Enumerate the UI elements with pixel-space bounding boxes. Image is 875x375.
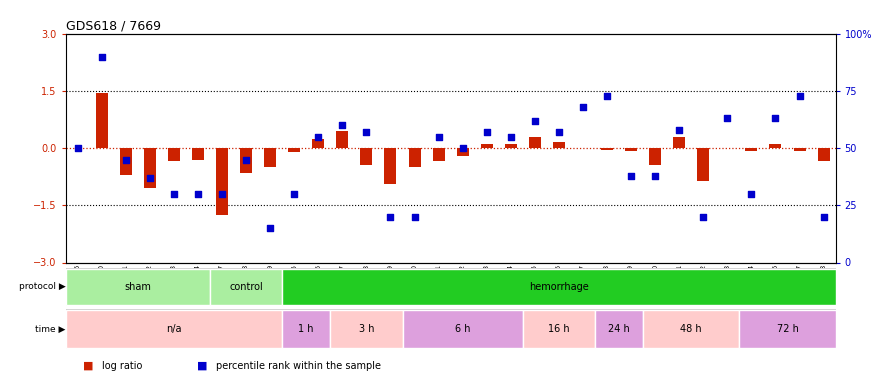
Bar (409, 148, 421, 167)
Text: 72 h: 72 h (777, 324, 799, 334)
Point (456, 145, 470, 151)
Bar (66, 269, 210, 305)
Bar (402, 310, 523, 348)
Bar (336, 131, 348, 148)
Bar (457, 148, 469, 156)
Bar (384, 148, 396, 184)
Point (793, 93, 807, 99)
Bar (331, 310, 402, 348)
Bar (697, 148, 710, 180)
Bar (288, 148, 300, 152)
Point (191, 191, 205, 197)
Text: control: control (229, 282, 263, 292)
Text: 24 h: 24 h (608, 324, 630, 334)
Bar (769, 144, 781, 148)
Point (745, 191, 759, 197)
Bar (649, 148, 662, 165)
Point (768, 116, 782, 122)
Point (312, 134, 326, 140)
Point (119, 157, 133, 163)
Point (263, 225, 277, 231)
Bar (210, 269, 282, 305)
Point (335, 122, 349, 128)
Point (143, 175, 157, 181)
Text: hemorrhage: hemorrhage (529, 282, 589, 292)
Point (215, 191, 229, 197)
Text: 48 h: 48 h (681, 324, 702, 334)
Point (239, 157, 253, 163)
Text: time ▶: time ▶ (35, 324, 66, 334)
Bar (601, 148, 613, 150)
Text: n/a: n/a (166, 324, 182, 334)
Bar (643, 310, 739, 348)
Bar (505, 144, 517, 148)
Bar (312, 139, 325, 148)
Bar (817, 148, 829, 162)
Point (408, 214, 422, 220)
Text: 1 h: 1 h (298, 324, 314, 334)
Bar (553, 142, 565, 148)
Point (504, 134, 518, 140)
Bar (168, 148, 180, 162)
Point (167, 191, 181, 197)
Text: log ratio: log ratio (102, 361, 143, 370)
Bar (360, 148, 373, 165)
Bar (523, 310, 595, 348)
Point (648, 172, 662, 178)
Bar (144, 148, 156, 188)
Bar (216, 148, 228, 215)
Bar (595, 310, 643, 348)
Bar (480, 144, 493, 148)
Point (480, 129, 494, 135)
Text: ■: ■ (83, 361, 94, 370)
Bar (264, 148, 276, 167)
Bar (739, 310, 836, 348)
Point (71, 145, 85, 151)
Point (624, 172, 638, 178)
Bar (625, 148, 637, 151)
Bar (432, 148, 444, 162)
Point (600, 93, 614, 99)
Bar (528, 136, 541, 148)
Bar (746, 148, 758, 151)
Bar (282, 269, 836, 305)
Bar (95, 93, 108, 148)
Bar (240, 148, 252, 173)
Text: percentile rank within the sample: percentile rank within the sample (216, 361, 382, 370)
Bar (673, 138, 685, 148)
Bar (794, 148, 806, 151)
Bar (120, 148, 132, 175)
Bar (66, 310, 282, 348)
Text: ■: ■ (197, 361, 207, 370)
Point (576, 104, 590, 110)
Point (431, 134, 445, 140)
Bar (192, 148, 204, 160)
Point (360, 129, 374, 135)
Text: 3 h: 3 h (359, 324, 374, 334)
Point (287, 191, 301, 197)
Point (816, 214, 830, 220)
Text: GDS618 / 7669: GDS618 / 7669 (66, 20, 161, 33)
Point (528, 118, 542, 124)
Text: sham: sham (124, 282, 151, 292)
Point (720, 116, 734, 122)
Point (696, 214, 710, 220)
Text: 16 h: 16 h (548, 324, 570, 334)
Bar (282, 310, 331, 348)
Point (383, 214, 397, 220)
Point (672, 127, 686, 133)
Point (552, 129, 566, 135)
Text: protocol ▶: protocol ▶ (19, 282, 66, 291)
Point (94, 54, 108, 60)
Text: 6 h: 6 h (455, 324, 471, 334)
